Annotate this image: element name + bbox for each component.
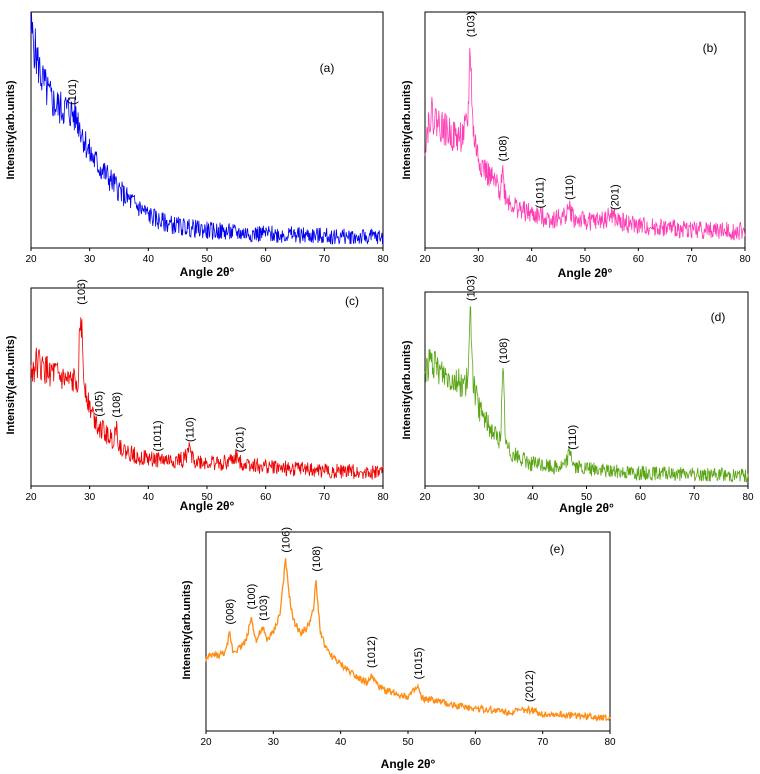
x-tick-label: 40 <box>335 737 347 748</box>
x-tick-label: 40 <box>527 492 539 503</box>
series-line <box>30 317 384 480</box>
series-line <box>30 12 384 245</box>
x-tick-label: 30 <box>473 254 485 265</box>
chart-panel: 20 30 40 50 60 70 80 Angle 2θ° Intensity(arb.uni… <box>401 11 751 280</box>
x-axis-label: Angle 2θ° <box>180 499 235 513</box>
x-tick-label: 40 <box>143 254 155 265</box>
peak-label: (108) <box>497 136 509 162</box>
x-axis-label: Angle 2θ° <box>381 757 436 771</box>
x-tick-label: 70 <box>319 492 331 503</box>
series-line <box>424 305 749 483</box>
x-axis-label: Angle 2θ° <box>559 501 614 515</box>
peak-label: (1011) <box>152 420 164 451</box>
x-axis-label: Angle 2θ° <box>180 265 235 279</box>
peak-label: (201) <box>234 427 246 453</box>
peak-label: (1015) <box>413 648 425 680</box>
chart-panel: 20 30 40 50 60 70 80 Angle 2θ° Intensity(arb.uni… <box>181 527 616 771</box>
x-tick-label: 60 <box>633 254 645 265</box>
x-tick-label: 20 <box>419 492 431 503</box>
peak-label: (108) <box>111 392 123 418</box>
y-axis-label: Intensity(arb.units) <box>401 340 413 439</box>
x-tick-label: 80 <box>377 254 389 265</box>
peak-label: (100) <box>246 584 258 610</box>
peak-label: (1011) <box>535 177 547 208</box>
y-axis-label: Intensity(arb.units) <box>181 580 193 679</box>
plot-frame <box>205 531 611 732</box>
peak-label: (103) <box>76 279 88 305</box>
x-tick-label: 70 <box>537 737 549 748</box>
x-tick-label: 40 <box>526 254 538 265</box>
y-axis-label: Intensity(arb.units) <box>5 335 17 434</box>
x-tick-label: 70 <box>319 254 331 265</box>
peak-label: (1012) <box>366 636 378 668</box>
peak-label: (110) <box>567 425 579 450</box>
plot-frame <box>424 291 749 487</box>
plot-frame <box>30 11 384 249</box>
x-tick-label: 80 <box>739 254 751 265</box>
series-line <box>424 47 746 241</box>
x-tick-label: 50 <box>402 737 414 748</box>
plot-frame <box>30 287 384 487</box>
x-tick-label: 30 <box>473 492 485 503</box>
peak-label: (008) <box>225 599 237 625</box>
peak-label: (101) <box>67 79 79 105</box>
plot-frame <box>424 11 746 249</box>
y-axis-label: Intensity(arb.units) <box>5 80 17 179</box>
x-tick-label: 80 <box>604 737 616 748</box>
panel-label: (c) <box>345 294 359 308</box>
panel-label: (e) <box>550 542 565 556</box>
panel-label: (d) <box>711 310 726 324</box>
chart-panel: 20 30 40 50 60 70 80 Angle 2θ° Intensity(arb.uni… <box>5 279 389 513</box>
x-tick-label: 30 <box>84 254 96 265</box>
x-axis-label: Angle 2θ° <box>558 266 613 280</box>
x-tick-label: 30 <box>84 492 96 503</box>
chart-panel: 20 30 40 50 60 70 80 Angle 2θ° Intensity(arb.uni… <box>401 275 754 515</box>
x-tick-label: 20 <box>25 254 37 265</box>
x-tick-label: 40 <box>143 492 155 503</box>
chart-panel: 20 30 40 50 60 70 80 Angle 2θ° Intensity(arb.uni… <box>5 11 389 279</box>
peak-label: (103) <box>465 11 477 37</box>
peak-label: (103) <box>466 275 478 301</box>
peak-label: (201) <box>609 184 621 210</box>
panel-label: (a) <box>320 61 335 75</box>
x-tick-label: 20 <box>25 492 37 503</box>
series-line <box>205 558 611 722</box>
x-tick-label: 50 <box>201 254 213 265</box>
peak-label: (103) <box>258 595 270 621</box>
x-tick-label: 20 <box>419 254 431 265</box>
x-tick-label: 60 <box>635 492 647 503</box>
peak-label: (106) <box>280 527 292 553</box>
x-tick-label: 50 <box>201 492 213 503</box>
peak-label: (110) <box>184 417 196 442</box>
peak-label: (2012) <box>524 670 536 702</box>
x-tick-label: 50 <box>581 492 593 503</box>
panel-label: (b) <box>703 41 718 55</box>
peak-label: (108) <box>311 546 323 572</box>
peak-label: (110) <box>564 175 576 200</box>
x-tick-label: 70 <box>689 492 701 503</box>
x-tick-label: 60 <box>260 254 272 265</box>
x-tick-label: 60 <box>470 737 482 748</box>
x-tick-label: 80 <box>742 492 754 503</box>
y-axis-label: Intensity(arb.units) <box>401 80 413 179</box>
x-tick-label: 70 <box>686 254 698 265</box>
peak-label: (108) <box>498 338 510 364</box>
x-tick-label: 20 <box>200 737 212 748</box>
x-tick-label: 80 <box>377 492 389 503</box>
x-tick-label: 60 <box>260 492 272 503</box>
peak-label: (105) <box>93 391 105 417</box>
x-tick-label: 30 <box>268 737 280 748</box>
x-tick-label: 50 <box>579 254 591 265</box>
